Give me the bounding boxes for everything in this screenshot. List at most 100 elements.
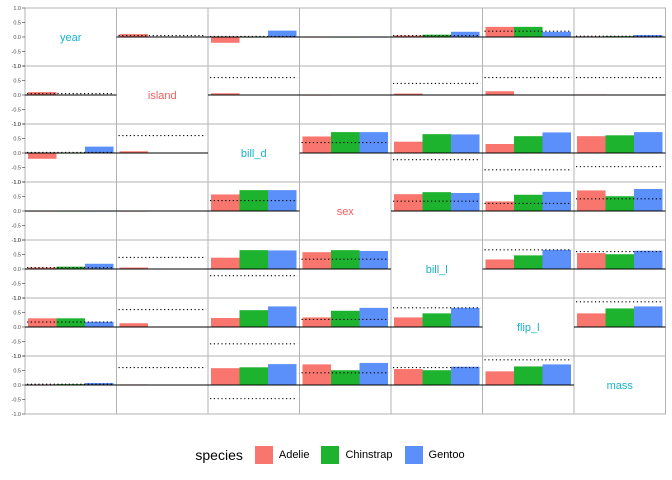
- bar-gentoo: [85, 321, 114, 327]
- bar-chinstrap: [514, 26, 543, 37]
- legend-key-chinstrap: [321, 446, 340, 464]
- diag-label-year: year: [60, 32, 82, 44]
- bar-adelie: [302, 252, 331, 269]
- y-tick-label: -0.5: [12, 108, 21, 114]
- bar-gentoo: [359, 362, 388, 385]
- bar-chinstrap: [514, 194, 543, 211]
- y-tick-label: -0.5: [12, 340, 21, 346]
- y-tick-label: 0.0: [13, 325, 21, 331]
- bar-chinstrap: [331, 132, 360, 153]
- y-tick-label: -0.5: [12, 166, 21, 172]
- bar-adelie: [119, 267, 148, 269]
- bar-gentoo: [451, 193, 480, 211]
- legend: species Adelie Chinstrap Gentoo: [0, 440, 672, 470]
- bar-adelie: [485, 144, 514, 153]
- diag-label-bill-d: bill_d: [241, 148, 267, 160]
- bar-gentoo: [542, 132, 571, 153]
- bar-gentoo: [268, 306, 297, 327]
- bar-adelie: [28, 153, 57, 159]
- bar-chinstrap: [239, 367, 268, 385]
- y-tick-label: 0.0: [13, 35, 21, 41]
- y-tick-label: 0.0: [13, 209, 21, 215]
- legend-label-adelie: Adelie: [278, 449, 310, 461]
- y-tick-label: 1.0: [13, 238, 21, 244]
- bar-chinstrap: [605, 196, 634, 211]
- bar-gentoo: [634, 250, 663, 269]
- y-tick-label: -1.0: [12, 64, 21, 70]
- bar-adelie: [211, 37, 240, 43]
- bar-adelie: [485, 26, 514, 37]
- bar-gentoo: [451, 366, 480, 385]
- bar-adelie: [394, 93, 423, 95]
- bar-gentoo: [634, 306, 663, 327]
- bar-chinstrap: [56, 318, 85, 327]
- bar-chinstrap: [422, 134, 451, 153]
- diag-label-sex: sex: [337, 206, 355, 218]
- bar-chinstrap: [331, 310, 360, 327]
- y-tick-label: -1.0: [12, 180, 21, 186]
- bar-gentoo: [451, 31, 480, 37]
- y-tick-label: 0.5: [13, 253, 21, 259]
- bar-adelie: [28, 267, 57, 269]
- y-tick-label: -0.5: [12, 224, 21, 230]
- bar-chinstrap: [605, 254, 634, 269]
- bar-chinstrap: [422, 192, 451, 211]
- legend-key-adelie: [254, 446, 273, 464]
- diag-label-bill-l: bill_l: [426, 264, 448, 276]
- bar-gentoo: [451, 134, 480, 153]
- y-tick-label: -1.0: [12, 122, 21, 128]
- bar-adelie: [485, 371, 514, 385]
- bar-chinstrap: [422, 313, 451, 327]
- bar-adelie: [211, 257, 240, 269]
- y-tick-label: 0.0: [13, 151, 21, 157]
- bar-adelie: [485, 91, 514, 95]
- bar-gentoo: [634, 132, 663, 153]
- bar-adelie: [211, 93, 240, 95]
- bar-chinstrap: [239, 190, 268, 211]
- bar-adelie: [302, 136, 331, 153]
- bar-adelie: [394, 194, 423, 211]
- y-tick-label: 1.0: [13, 296, 21, 302]
- y-tick-label: 0.5: [13, 79, 21, 85]
- bar-chinstrap: [422, 370, 451, 385]
- y-tick-label: 0.0: [13, 383, 21, 389]
- y-tick-label: 0.5: [13, 195, 21, 201]
- legend-key-gentoo: [404, 446, 423, 464]
- legend-item-chinstrap: Chinstrap: [321, 446, 393, 464]
- bar-adelie: [119, 151, 148, 153]
- bar-gentoo: [359, 307, 388, 327]
- bar-chinstrap: [239, 250, 268, 269]
- y-tick-label: 0.0: [13, 93, 21, 99]
- bar-gentoo: [85, 263, 114, 269]
- bar-adelie: [485, 201, 514, 211]
- legend-title: species: [195, 447, 243, 463]
- y-tick-label: 0.5: [13, 369, 21, 375]
- y-tick-label: 1.0: [13, 180, 21, 186]
- bar-adelie: [119, 323, 148, 327]
- y-tick-label: 1.0: [13, 122, 21, 128]
- y-tick-label: -0.5: [12, 282, 21, 288]
- pairwise-bar-matrix: 1.00.50.0-0.5-1.01.00.50.0-0.5-1.01.00.5…: [12, 6, 666, 418]
- diag-label-mass: mass: [607, 380, 634, 392]
- bar-adelie: [394, 35, 423, 37]
- bar-gentoo: [451, 307, 480, 327]
- legend-label-chinstrap: Chinstrap: [345, 449, 393, 461]
- bar-gentoo: [542, 249, 571, 269]
- bar-chinstrap: [422, 34, 451, 37]
- bar-chinstrap: [514, 255, 543, 269]
- bar-gentoo: [542, 364, 571, 385]
- bar-chinstrap: [331, 250, 360, 269]
- y-tick-label: 0.0: [13, 267, 21, 273]
- bar-adelie: [394, 369, 423, 385]
- bar-gentoo: [268, 30, 297, 37]
- bar-adelie: [211, 194, 240, 211]
- bar-chinstrap: [514, 136, 543, 153]
- bar-chinstrap: [605, 308, 634, 327]
- bar-chinstrap: [239, 310, 268, 327]
- diag-label-island: island: [148, 90, 177, 102]
- bar-gentoo: [268, 250, 297, 269]
- y-tick-label: 1.0: [13, 354, 21, 360]
- y-tick-label: -1.0: [12, 354, 21, 360]
- bar-chinstrap: [331, 370, 360, 385]
- y-tick-label: -0.5: [12, 50, 21, 56]
